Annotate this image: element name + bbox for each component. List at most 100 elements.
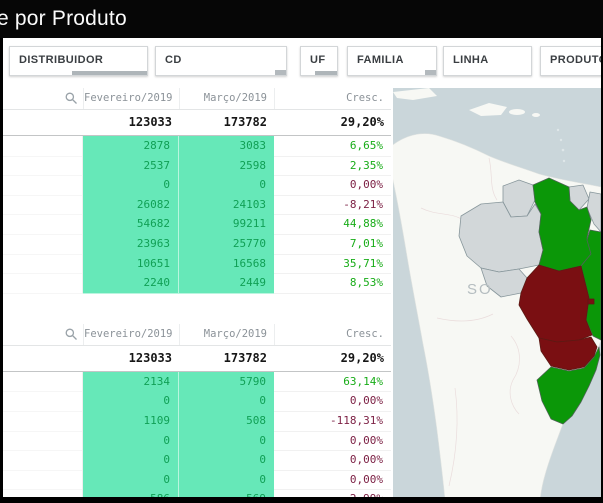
value-cell-feb[interactable]: 1109 (83, 410, 179, 432)
value-cell-mar[interactable]: 569 (179, 489, 274, 497)
value-cell-mar[interactable]: 0 (179, 391, 274, 412)
table-row[interactable]: 0 0 0,00% (3, 450, 391, 471)
search-icon[interactable] (65, 328, 78, 341)
growth-cell[interactable]: 0,00% (274, 450, 391, 471)
row-dimension-cell[interactable] (3, 214, 83, 235)
column-header-mar[interactable]: Março/2019 (179, 88, 274, 109)
value-cell-mar[interactable]: 0 (179, 175, 274, 196)
value-cell-feb[interactable]: 0 (83, 175, 179, 196)
value-cell-mar[interactable]: 25770 (179, 233, 274, 255)
brazil-states-map[interactable]: SO (393, 88, 601, 497)
value-cell-feb[interactable]: 2134 (83, 371, 179, 393)
growth-cell[interactable]: 8,53% (274, 273, 391, 294)
table-row[interactable]: 2878 3083 6,65% (3, 136, 391, 157)
filter-distribuidor[interactable]: DISTRIBUIDOR (9, 46, 148, 76)
filter-produto[interactable]: PRODUTO (540, 46, 601, 76)
value-cell-feb[interactable]: 0 (83, 430, 179, 452)
row-dimension-cell[interactable] (3, 469, 83, 491)
value-cell-mar[interactable]: 99211 (179, 214, 274, 235)
row-dimension-cell[interactable] (3, 194, 83, 216)
growth-cell[interactable]: 7,01% (274, 234, 391, 255)
column-header-mar[interactable]: Março/2019 (179, 323, 274, 345)
value-cell-mar[interactable]: 2449 (179, 273, 274, 294)
growth-cell[interactable]: 0,00% (274, 175, 391, 196)
table-row[interactable]: 2537 2598 2,35% (3, 155, 391, 177)
growth-cell[interactable]: 35,71% (274, 254, 391, 275)
growth-cell[interactable]: -118,31% (274, 411, 391, 432)
search-icon[interactable] (65, 92, 78, 105)
row-dimension-cell[interactable] (3, 371, 83, 393)
growth-cell[interactable]: -2,99% (274, 489, 391, 497)
row-dimension-cell[interactable] (3, 273, 83, 294)
value-cell-mar[interactable]: 24103 (179, 194, 274, 216)
value-cell-feb[interactable]: 26082 (83, 194, 179, 216)
value-cell-mar[interactable]: 0 (179, 469, 274, 491)
growth-cell[interactable]: -8,21% (274, 195, 391, 216)
table-row[interactable]: 0 0 0,00% (3, 469, 391, 491)
column-header-feb[interactable]: Fevereiro/2019 (83, 323, 179, 345)
state-south-region[interactable] (536, 346, 601, 425)
state-maranhao[interactable] (586, 191, 601, 233)
row-dimension-cell[interactable] (3, 253, 83, 275)
value-cell-mar[interactable]: 16568 (179, 253, 274, 275)
table-row[interactable]: 0 0 0,00% (3, 430, 391, 452)
table-row[interactable]: 2134 5790 63,14% (3, 371, 391, 393)
value-cell-mar[interactable]: 508 (179, 410, 274, 432)
growth-cell[interactable]: 44,88% (274, 214, 391, 235)
table-row[interactable]: 23963 25770 7,01% (3, 233, 391, 255)
table-row[interactable]: 10651 16568 35,71% (3, 253, 391, 275)
value-cell-mar[interactable]: 5790 (179, 371, 274, 393)
column-header-feb[interactable]: Fevereiro/2019 (83, 88, 179, 109)
growth-cell[interactable]: 0,00% (274, 431, 391, 452)
row-dimension-cell[interactable] (3, 450, 83, 471)
table-row[interactable]: 0 0 0,00% (3, 175, 391, 196)
value-cell-feb[interactable]: 10651 (83, 253, 179, 275)
value-cell-feb[interactable]: 54682 (83, 214, 179, 235)
filter-cd[interactable]: CD (155, 46, 287, 76)
state-distrito-federal[interactable] (587, 298, 595, 305)
row-dimension-cell[interactable] (3, 233, 83, 255)
filter-linha[interactable]: LINHA (443, 46, 532, 76)
column-header-cresc[interactable]: Cresc. (274, 88, 391, 109)
value-cell-feb[interactable]: 0 (83, 469, 179, 491)
value-cell-mar[interactable]: 0 (179, 450, 274, 471)
row-dimension-cell[interactable] (3, 410, 83, 432)
state-mato-grosso[interactable] (518, 264, 593, 343)
filter-resize-handle[interactable] (275, 70, 286, 75)
value-cell-mar[interactable]: 3083 (179, 136, 274, 157)
filter-familia[interactable]: FAMILIA (347, 46, 437, 76)
filter-resize-handle[interactable] (425, 70, 436, 75)
row-dimension-cell[interactable] (3, 136, 83, 157)
row-dimension-cell[interactable] (3, 175, 83, 196)
value-cell-feb[interactable]: 586 (83, 489, 179, 497)
state-mato-grosso-do-sul[interactable] (538, 336, 598, 371)
growth-cell[interactable]: 2,35% (274, 156, 391, 177)
dimension-header-cell[interactable] (3, 88, 83, 109)
table-row[interactable]: 26082 24103 -8,21% (3, 194, 391, 216)
value-cell-feb[interactable]: 2240 (83, 273, 179, 294)
value-cell-feb[interactable]: 2537 (83, 155, 179, 177)
growth-cell[interactable]: 6,65% (274, 136, 391, 157)
table-row[interactable]: 0 0 0,00% (3, 391, 391, 412)
row-dimension-cell[interactable] (3, 489, 83, 497)
table-row[interactable]: 2240 2449 8,53% (3, 273, 391, 294)
value-cell-feb[interactable]: 23963 (83, 233, 179, 255)
table-row[interactable]: 1109 508 -118,31% (3, 410, 391, 432)
filter-uf[interactable]: UF (300, 46, 338, 76)
dimension-header-cell[interactable] (3, 324, 83, 345)
value-cell-mar[interactable]: 2598 (179, 155, 274, 177)
growth-cell[interactable]: 0,00% (274, 391, 391, 412)
value-cell-feb[interactable]: 0 (83, 391, 179, 412)
table-row[interactable]: 586569-2,99% (3, 489, 391, 497)
value-cell-feb[interactable]: 2878 (83, 136, 179, 157)
row-dimension-cell[interactable] (3, 430, 83, 452)
filter-scrollbar[interactable] (71, 71, 147, 75)
column-header-cresc[interactable]: Cresc. (274, 323, 391, 345)
growth-cell[interactable]: 0,00% (274, 470, 391, 491)
row-dimension-cell[interactable] (3, 391, 83, 412)
value-cell-mar[interactable]: 0 (179, 430, 274, 452)
value-cell-feb[interactable]: 0 (83, 450, 179, 471)
growth-cell[interactable]: 63,14% (274, 372, 391, 393)
row-dimension-cell[interactable] (3, 155, 83, 177)
table-row[interactable]: 54682 99211 44,88% (3, 214, 391, 235)
